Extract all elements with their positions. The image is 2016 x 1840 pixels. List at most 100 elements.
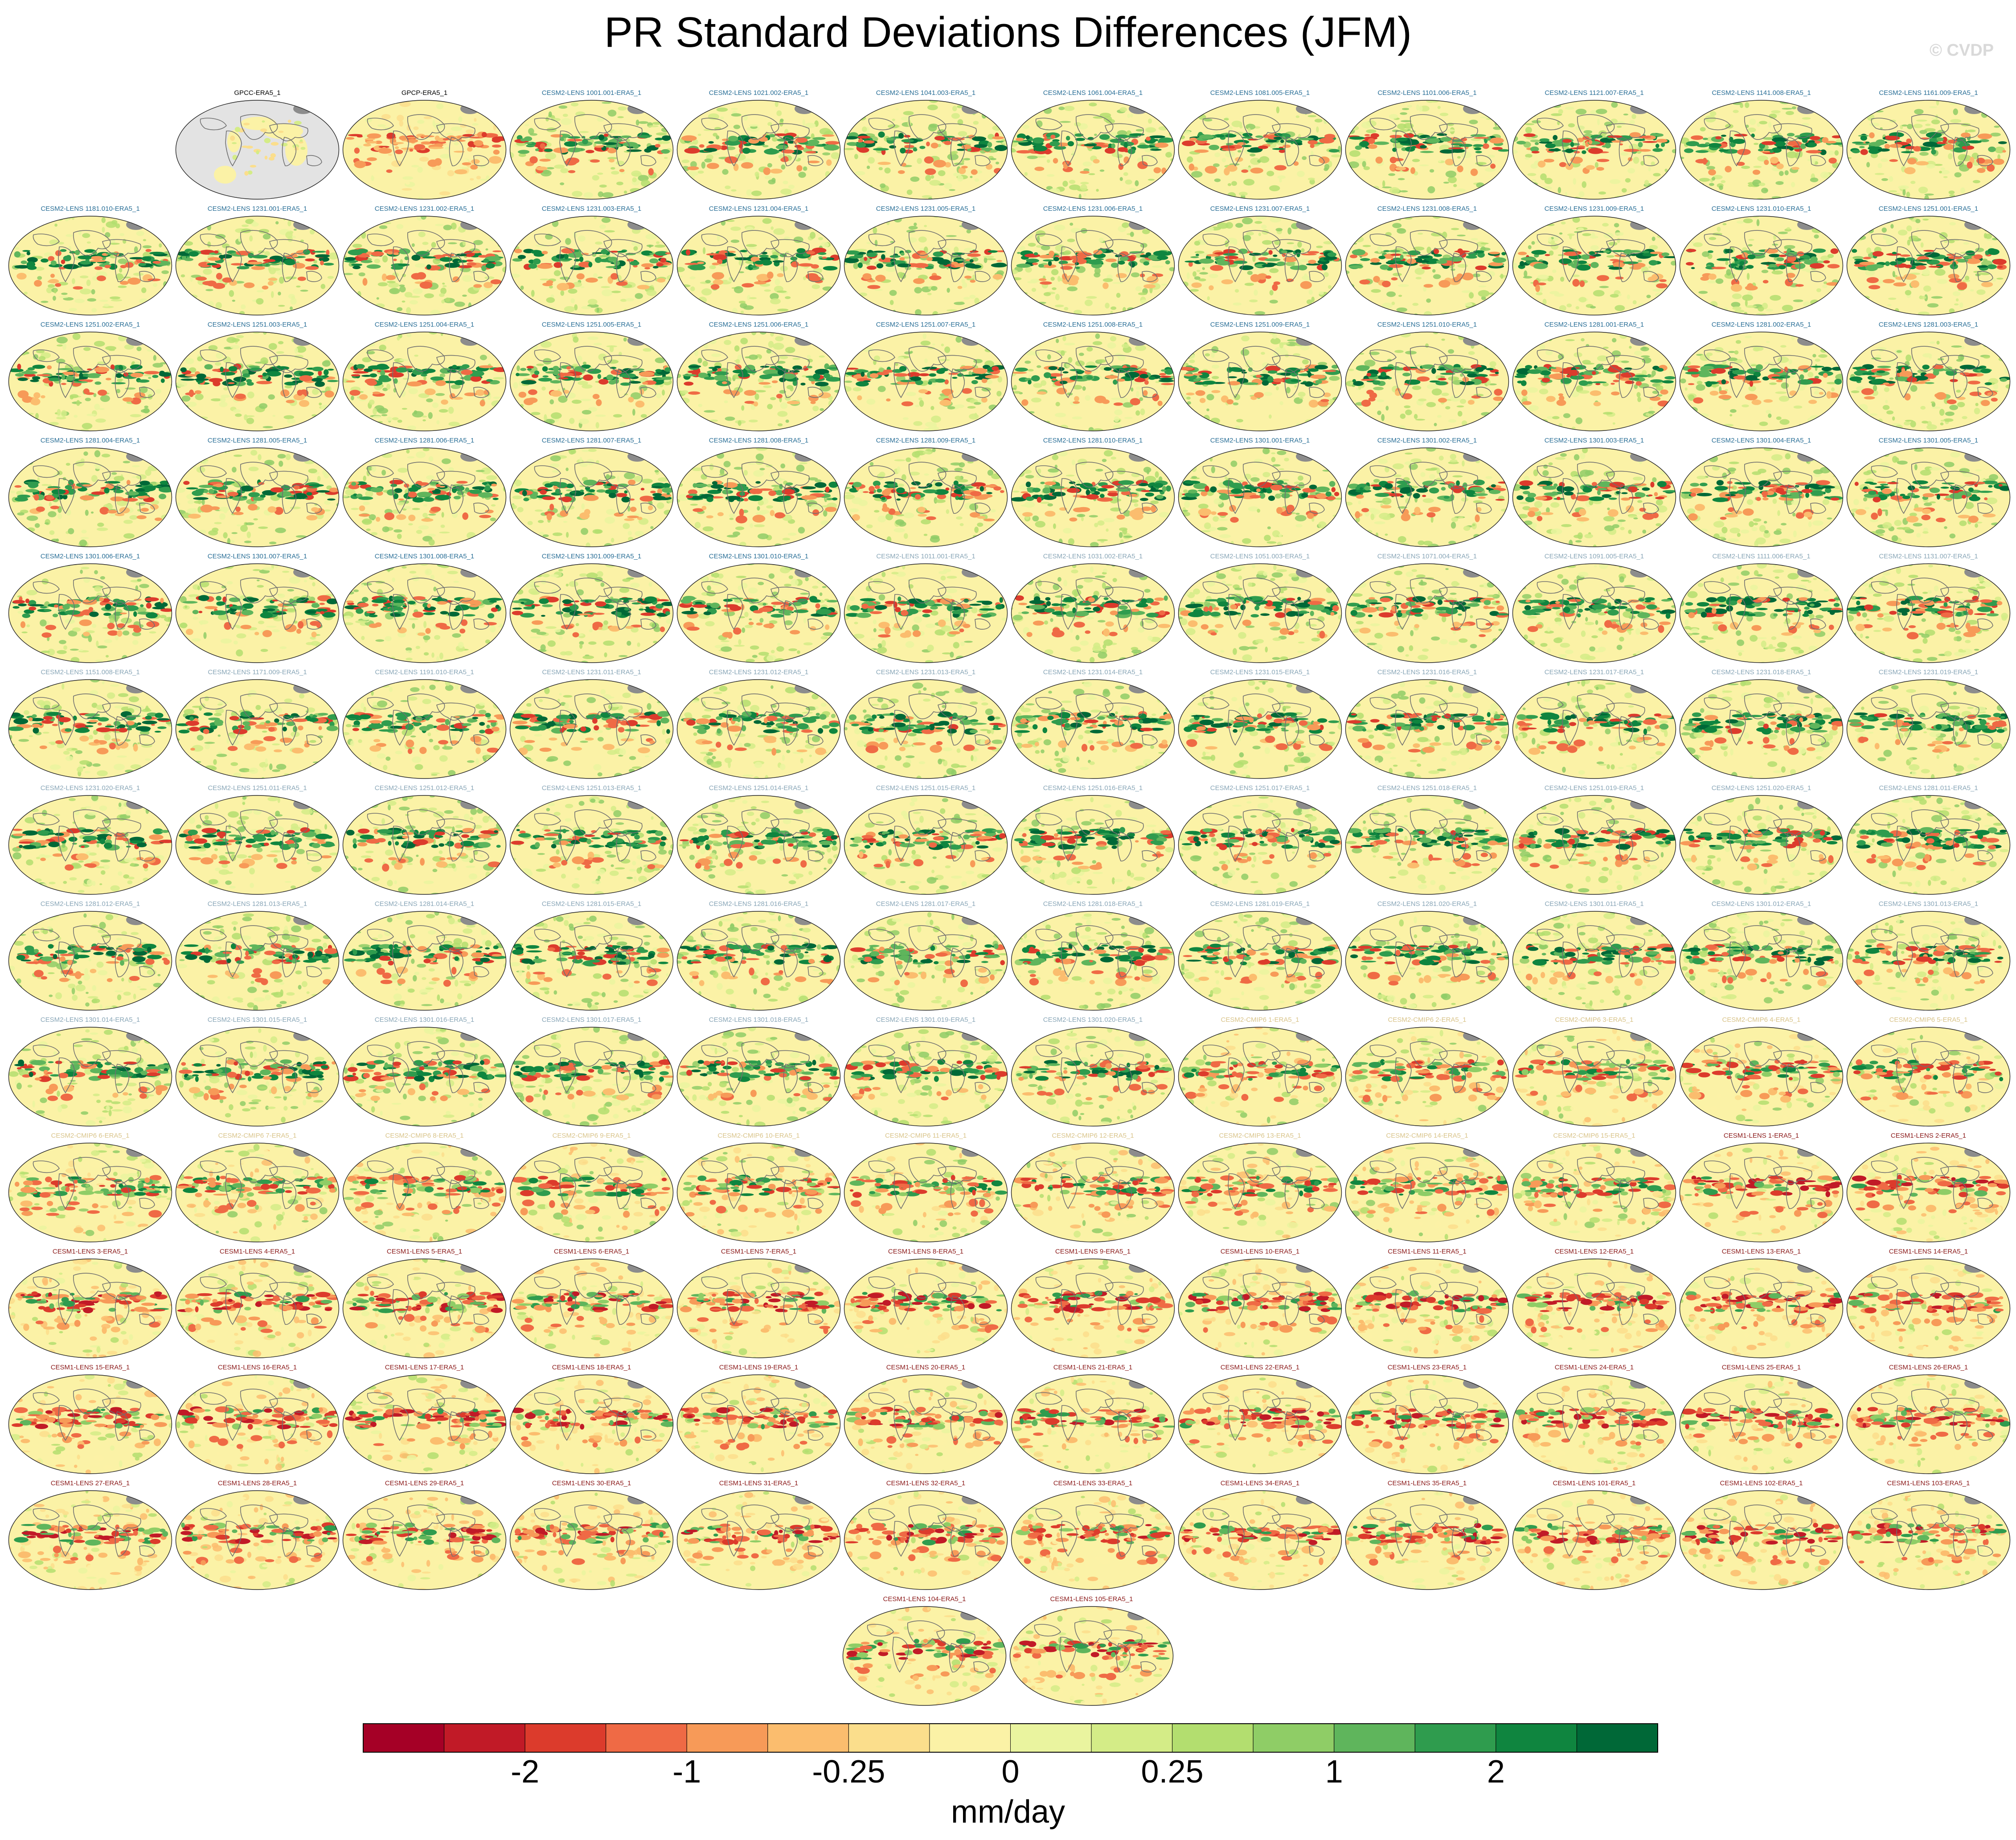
robinson-map	[1345, 100, 1509, 200]
map-panel: CESM2-LENS 1231.017-ERA5_1	[1511, 668, 1678, 780]
colorbar-tick-label: -0.25	[804, 1754, 893, 1790]
robinson-map	[1178, 332, 1342, 431]
panel-title: CESM2-LENS 1231.002-ERA5_1	[341, 205, 508, 213]
robinson-map	[1679, 216, 1844, 316]
map-panel: CESM2-LENS 1301.003-ERA5_1	[1511, 437, 1678, 548]
panel-title: CESM2-LENS 1301.004-ERA5_1	[1678, 437, 1845, 444]
robinson-map	[1512, 1027, 1676, 1127]
map-panel: CESM2-LENS 1251.018-ERA5_1	[1344, 784, 1511, 896]
panel-title: CESM2-LENS 1251.009-ERA5_1	[1176, 321, 1344, 328]
map-panel: CESM2-LENS 1231.003-ERA5_1	[508, 205, 675, 316]
panel-title: CESM1-LENS 32-ERA5_1	[842, 1479, 1009, 1487]
panel-title: CESM1-LENS 5-ERA5_1	[341, 1248, 508, 1255]
robinson-map	[844, 1258, 1008, 1358]
colorbar-swatch	[1172, 1723, 1254, 1753]
map-panel: CESM2-LENS 1251.003-ERA5_1	[174, 321, 341, 432]
robinson-map	[676, 563, 841, 663]
map-panel: CESM2-CMIP6 11-ERA5_1	[842, 1132, 1009, 1243]
map-panel: CESM1-LENS 2-ERA5_1	[1845, 1132, 2012, 1243]
robinson-map	[509, 679, 674, 779]
map-panel: CESM2-CMIP6 14-ERA5_1	[1344, 1132, 1511, 1243]
robinson-map	[1679, 563, 1844, 663]
panel-title: CESM2-LENS 1001.001-ERA5_1	[508, 89, 675, 97]
panel-title: CESM1-LENS 16-ERA5_1	[174, 1364, 341, 1371]
panel-title: CESM2-CMIP6 14-ERA5_1	[1344, 1132, 1511, 1139]
robinson-map	[844, 795, 1008, 895]
map-panel: CESM1-LENS 17-ERA5_1	[341, 1364, 508, 1475]
robinson-map	[342, 332, 507, 431]
map-panel: CESM2-LENS 1301.007-ERA5_1	[174, 553, 341, 664]
panel-title: CESM2-LENS 1231.013-ERA5_1	[842, 668, 1009, 676]
panel-title: CESM2-LENS 1131.007-ERA5_1	[1845, 553, 2012, 560]
robinson-map	[1846, 100, 2011, 200]
panel-title: CESM1-LENS 29-ERA5_1	[341, 1479, 508, 1487]
panel-title: CESM2-LENS 1231.018-ERA5_1	[1678, 668, 1845, 676]
panel-title: CESM2-LENS 1231.010-ERA5_1	[1678, 205, 1845, 213]
panel-title: CESM1-LENS 21-ERA5_1	[1009, 1364, 1176, 1371]
panel-title: CESM2-LENS 1281.011-ERA5_1	[1845, 784, 2012, 792]
panel-title: CESM2-LENS 1251.011-ERA5_1	[174, 784, 341, 792]
robinson-map	[1512, 563, 1676, 663]
panel-title: CESM2-LENS 1281.016-ERA5_1	[675, 900, 842, 908]
map-panel: CESM2-CMIP6 7-ERA5_1	[174, 1132, 341, 1243]
map-panel: CESM1-LENS 30-ERA5_1	[508, 1479, 675, 1591]
robinson-map	[175, 332, 340, 431]
robinson-map	[175, 679, 340, 779]
robinson-map	[676, 216, 841, 316]
panel-title: CESM2-CMIP6 6-ERA5_1	[7, 1132, 174, 1139]
panel-title: CESM2-LENS 1231.005-ERA5_1	[842, 205, 1009, 213]
map-panel: CESM1-LENS 18-ERA5_1	[508, 1364, 675, 1475]
robinson-map	[8, 1258, 172, 1358]
robinson-map	[1679, 1027, 1844, 1127]
panel-title: CESM2-LENS 1301.012-ERA5_1	[1678, 900, 1845, 908]
robinson-map	[1345, 679, 1509, 779]
map-panel: CESM2-LENS 1231.012-ERA5_1	[675, 668, 842, 780]
colorbar-swatch	[1576, 1723, 1658, 1753]
map-panel: CESM1-LENS 13-ERA5_1	[1678, 1248, 1845, 1359]
robinson-map	[844, 1027, 1008, 1127]
panel-title: CESM2-LENS 1231.012-ERA5_1	[675, 668, 842, 676]
panel-title: CESM1-LENS 23-ERA5_1	[1344, 1364, 1511, 1371]
panel-title: CESM2-LENS 1231.017-ERA5_1	[1511, 668, 1678, 676]
map-panel: CESM2-LENS 1301.008-ERA5_1	[341, 553, 508, 664]
robinson-map	[1345, 1027, 1509, 1127]
robinson-map	[1679, 1374, 1844, 1474]
map-panel: CESM1-LENS 3-ERA5_1	[7, 1248, 174, 1359]
map-panel: CESM2-LENS 1281.009-ERA5_1	[842, 437, 1009, 548]
robinson-map	[676, 1258, 841, 1358]
panel-title: CESM2-LENS 1071.004-ERA5_1	[1344, 553, 1511, 560]
map-panel: GPCP-ERA5_1	[341, 89, 508, 201]
panel-title: CESM2-LENS 1301.002-ERA5_1	[1344, 437, 1511, 444]
panel-title: CESM2-CMIP6 10-ERA5_1	[675, 1132, 842, 1139]
robinson-map	[1846, 1027, 2011, 1127]
panel-title: CESM2-LENS 1231.011-ERA5_1	[508, 668, 675, 676]
colorbar-swatch	[1334, 1723, 1415, 1753]
robinson-map	[1011, 679, 1175, 779]
map-panel: CESM2-LENS 1301.015-ERA5_1	[174, 1016, 341, 1127]
map-panel: CESM2-LENS 1251.008-ERA5_1	[1009, 321, 1176, 432]
panel-title: CESM2-LENS 1231.014-ERA5_1	[1009, 668, 1176, 676]
robinson-map	[1679, 332, 1844, 431]
panel-title: CESM2-LENS 1301.011-ERA5_1	[1511, 900, 1678, 908]
map-panel: CESM2-LENS 1191.010-ERA5_1	[341, 668, 508, 780]
map-panel: CESM1-LENS 20-ERA5_1	[842, 1364, 1009, 1475]
robinson-map	[844, 1490, 1008, 1590]
robinson-map	[175, 1490, 340, 1590]
panel-title: CESM2-LENS 1231.008-ERA5_1	[1344, 205, 1511, 213]
map-panel: CESM2-LENS 1101.006-ERA5_1	[1344, 89, 1511, 201]
map-panel: CESM2-LENS 1231.018-ERA5_1	[1678, 668, 1845, 780]
panel-title: CESM2-LENS 1301.015-ERA5_1	[174, 1016, 341, 1024]
map-panel: CESM1-LENS 22-ERA5_1	[1176, 1364, 1344, 1475]
panel-title: CESM2-LENS 1251.017-ERA5_1	[1176, 784, 1344, 792]
robinson-map	[1011, 1258, 1175, 1358]
robinson-map	[175, 563, 340, 663]
map-panel: CESM2-LENS 1281.017-ERA5_1	[842, 900, 1009, 1012]
panel-title: CESM2-LENS 1281.002-ERA5_1	[1678, 321, 1845, 328]
panel-title: CESM1-LENS 3-ERA5_1	[7, 1248, 174, 1255]
map-panel: CESM2-LENS 1041.003-ERA5_1	[842, 89, 1009, 201]
robinson-map	[1178, 563, 1342, 663]
panel-title: CESM1-LENS 103-ERA5_1	[1845, 1479, 2012, 1487]
map-panel: CESM2-LENS 1281.012-ERA5_1	[7, 900, 174, 1012]
panel-title: CESM2-LENS 1251.015-ERA5_1	[842, 784, 1009, 792]
panel-title: CESM2-LENS 1251.003-ERA5_1	[174, 321, 341, 328]
